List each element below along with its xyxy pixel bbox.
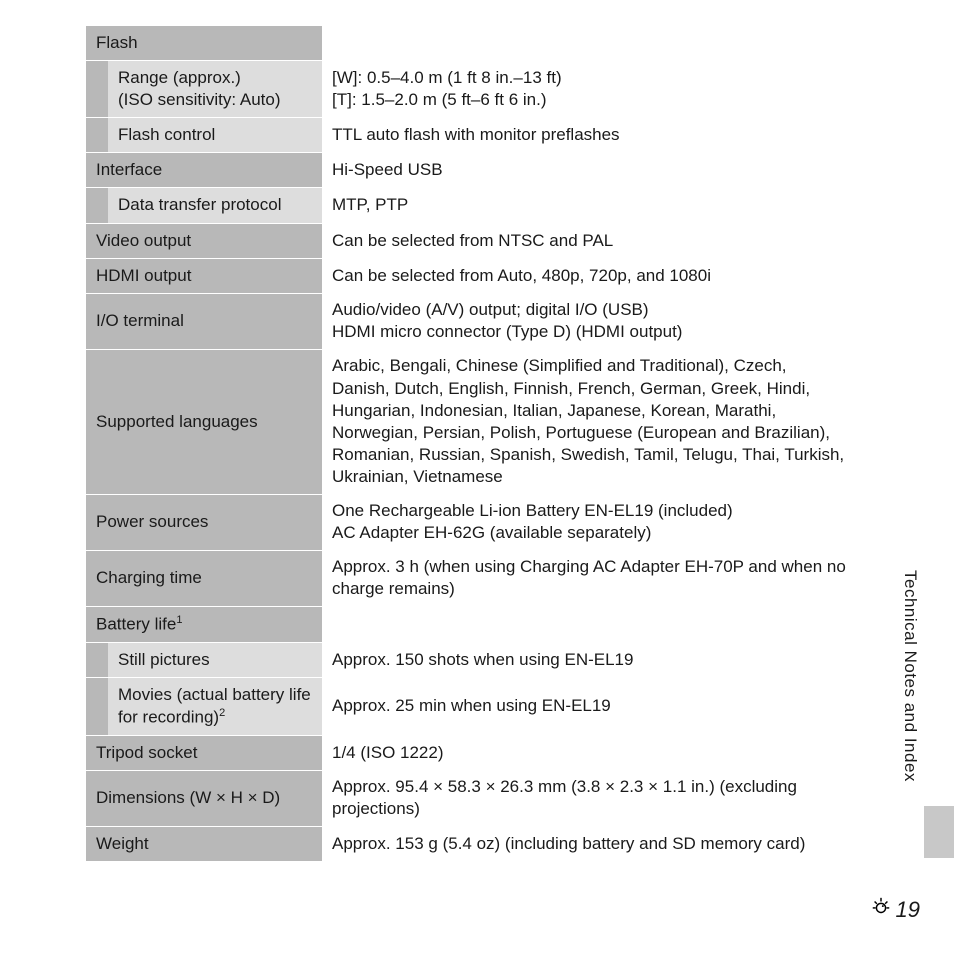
row-label: Dimensions (W × H × D)	[86, 770, 322, 826]
row-value	[322, 606, 856, 642]
table-row: WeightApprox. 153 g (5.4 oz) (including …	[86, 826, 856, 861]
row-value: Audio/video (A/V) output; digital I/O (U…	[322, 293, 856, 349]
row-stub	[86, 188, 108, 223]
row-label: Range (approx.) (ISO sensitivity: Auto)	[108, 61, 322, 118]
row-value: Can be selected from Auto, 480p, 720p, a…	[322, 258, 856, 293]
table-row: Range (approx.) (ISO sensitivity: Auto)[…	[86, 61, 856, 118]
row-label: Battery life1	[86, 606, 322, 642]
table-row: Data transfer protocolMTP, PTP	[86, 188, 856, 223]
row-value: Approx. 3 h (when using Charging AC Adap…	[322, 550, 856, 606]
table-row: InterfaceHi-Speed USB	[86, 153, 856, 188]
row-stub	[86, 61, 108, 118]
row-value	[322, 26, 856, 61]
reference-icon	[870, 896, 892, 924]
row-label: Charging time	[86, 550, 322, 606]
row-label: Data transfer protocol	[108, 188, 322, 223]
row-label: I/O terminal	[86, 293, 322, 349]
row-label: Tripod socket	[86, 735, 322, 770]
table-row: Flash controlTTL auto flash with monitor…	[86, 118, 856, 153]
row-stub	[86, 118, 108, 153]
page-number-region: 19	[870, 896, 920, 924]
row-label: Interface	[86, 153, 322, 188]
row-value: 1/4 (ISO 1222)	[322, 735, 856, 770]
row-label: Flash control	[108, 118, 322, 153]
table-row: Tripod socket1/4 (ISO 1222)	[86, 735, 856, 770]
row-label: Movies (actual battery life for recordin…	[108, 677, 322, 735]
row-label: Video output	[86, 223, 322, 258]
table-row: Video outputCan be selected from NTSC an…	[86, 223, 856, 258]
table-row: Dimensions (W × H × D)Approx. 95.4 × 58.…	[86, 770, 856, 826]
page-number: 19	[896, 897, 920, 923]
table-row: Power sourcesOne Rechargeable Li-ion Bat…	[86, 494, 856, 550]
row-value: Hi-Speed USB	[322, 153, 856, 188]
row-value: Can be selected from NTSC and PAL	[322, 223, 856, 258]
row-label: Supported languages	[86, 349, 322, 494]
table-row: Supported languagesArabic, Bengali, Chin…	[86, 349, 856, 494]
row-value: Approx. 25 min when using EN-EL19	[322, 677, 856, 735]
row-label: Flash	[86, 26, 322, 61]
table-row: Charging timeApprox. 3 h (when using Cha…	[86, 550, 856, 606]
row-value: Approx. 95.4 × 58.3 × 26.3 mm (3.8 × 2.3…	[322, 770, 856, 826]
row-label: Power sources	[86, 494, 322, 550]
row-value: Approx. 150 shots when using EN-EL19	[322, 642, 856, 677]
table-row: I/O terminalAudio/video (A/V) output; di…	[86, 293, 856, 349]
row-label: Still pictures	[108, 642, 322, 677]
row-label: HDMI output	[86, 258, 322, 293]
row-label: Weight	[86, 826, 322, 861]
row-value: [W]: 0.5–4.0 m (1 ft 8 in.–13 ft) [T]: 1…	[322, 61, 856, 118]
row-stub	[86, 642, 108, 677]
row-stub	[86, 677, 108, 735]
table-row: Battery life1	[86, 606, 856, 642]
table-row: HDMI outputCan be selected from Auto, 48…	[86, 258, 856, 293]
row-value: MTP, PTP	[322, 188, 856, 223]
row-value: TTL auto flash with monitor preflashes	[322, 118, 856, 153]
table-row: Still picturesApprox. 150 shots when usi…	[86, 642, 856, 677]
specifications-table: FlashRange (approx.) (ISO sensitivity: A…	[86, 26, 856, 862]
row-value: Approx. 153 g (5.4 oz) (including batter…	[322, 826, 856, 861]
section-side-tab	[924, 806, 954, 858]
row-value: Arabic, Bengali, Chinese (Simplified and…	[322, 349, 856, 494]
row-value: One Rechargeable Li-ion Battery EN-EL19 …	[322, 494, 856, 550]
table-row: Movies (actual battery life for recordin…	[86, 677, 856, 735]
table-row: Flash	[86, 26, 856, 61]
section-side-label: Technical Notes and Index	[900, 570, 920, 782]
specifications-page: FlashRange (approx.) (ISO sensitivity: A…	[0, 0, 870, 862]
